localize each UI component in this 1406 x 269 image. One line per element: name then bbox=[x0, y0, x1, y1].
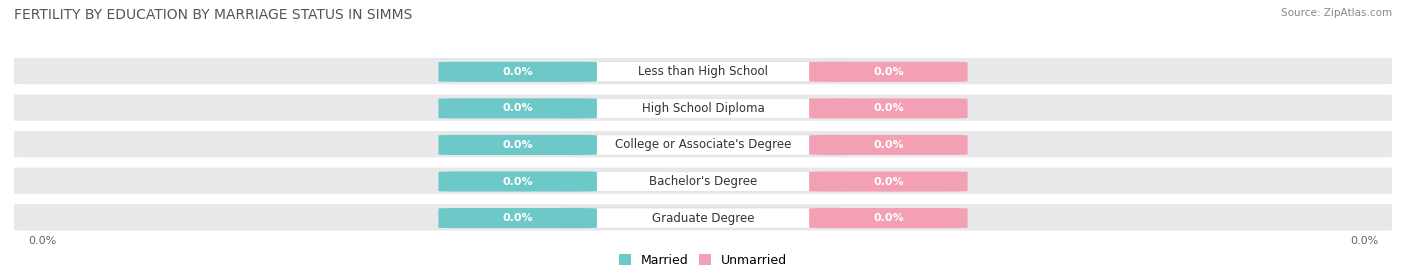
FancyBboxPatch shape bbox=[808, 208, 967, 228]
Text: 0.0%: 0.0% bbox=[1350, 236, 1378, 246]
FancyBboxPatch shape bbox=[0, 168, 1406, 194]
Text: 0.0%: 0.0% bbox=[873, 213, 904, 223]
Text: 0.0%: 0.0% bbox=[873, 67, 904, 77]
FancyBboxPatch shape bbox=[808, 62, 967, 82]
Text: 0.0%: 0.0% bbox=[502, 140, 533, 150]
FancyBboxPatch shape bbox=[439, 208, 598, 228]
Text: 0.0%: 0.0% bbox=[28, 236, 56, 246]
FancyBboxPatch shape bbox=[558, 135, 848, 155]
FancyBboxPatch shape bbox=[439, 171, 598, 192]
Text: Source: ZipAtlas.com: Source: ZipAtlas.com bbox=[1281, 8, 1392, 18]
Text: 0.0%: 0.0% bbox=[873, 140, 904, 150]
FancyBboxPatch shape bbox=[558, 171, 848, 192]
Text: High School Diploma: High School Diploma bbox=[641, 102, 765, 115]
FancyBboxPatch shape bbox=[439, 98, 598, 118]
FancyBboxPatch shape bbox=[808, 171, 967, 192]
FancyBboxPatch shape bbox=[558, 62, 848, 82]
FancyBboxPatch shape bbox=[808, 98, 967, 118]
Legend: Married, Unmarried: Married, Unmarried bbox=[613, 249, 793, 269]
FancyBboxPatch shape bbox=[808, 135, 967, 155]
FancyBboxPatch shape bbox=[0, 58, 1406, 84]
FancyBboxPatch shape bbox=[439, 135, 598, 155]
Text: 0.0%: 0.0% bbox=[502, 176, 533, 186]
Text: 0.0%: 0.0% bbox=[873, 103, 904, 113]
FancyBboxPatch shape bbox=[558, 208, 848, 228]
Text: FERTILITY BY EDUCATION BY MARRIAGE STATUS IN SIMMS: FERTILITY BY EDUCATION BY MARRIAGE STATU… bbox=[14, 8, 412, 22]
Text: Graduate Degree: Graduate Degree bbox=[652, 212, 754, 225]
Text: 0.0%: 0.0% bbox=[873, 176, 904, 186]
FancyBboxPatch shape bbox=[0, 131, 1406, 157]
Text: College or Associate's Degree: College or Associate's Degree bbox=[614, 139, 792, 151]
Text: Bachelor's Degree: Bachelor's Degree bbox=[650, 175, 756, 188]
Text: 0.0%: 0.0% bbox=[502, 67, 533, 77]
Text: 0.0%: 0.0% bbox=[502, 213, 533, 223]
Text: Less than High School: Less than High School bbox=[638, 65, 768, 78]
FancyBboxPatch shape bbox=[558, 98, 848, 118]
FancyBboxPatch shape bbox=[0, 204, 1406, 231]
FancyBboxPatch shape bbox=[439, 62, 598, 82]
FancyBboxPatch shape bbox=[0, 94, 1406, 121]
Text: 0.0%: 0.0% bbox=[502, 103, 533, 113]
